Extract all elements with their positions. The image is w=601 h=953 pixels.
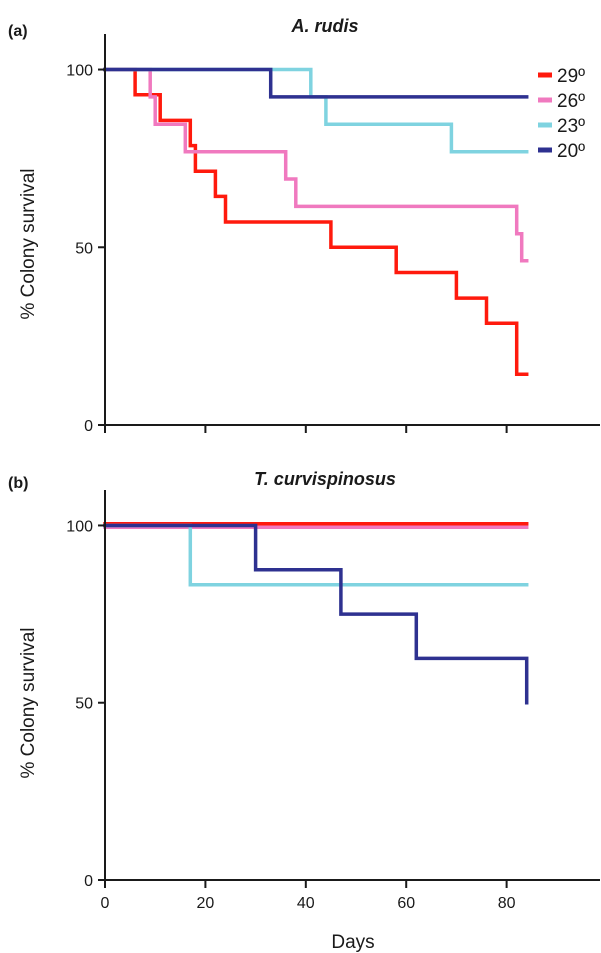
panel-b-y-tick-label: 100 — [66, 518, 93, 535]
panel-a-series-layer — [103, 67, 529, 376]
panel-a-y-tick-label: 0 — [84, 418, 93, 435]
panel-b-series-2-line — [103, 523, 529, 587]
panel-a-series-29-line — [103, 67, 529, 376]
panel-b-y-axis-title: % Colony survival — [18, 628, 39, 779]
panel-a-legend: 29º 26º 23º 20º — [538, 66, 585, 162]
panel-a-y-tick-label: 100 — [66, 63, 93, 80]
panel-b-label: (b) — [8, 475, 28, 492]
panel-b-x-tick-label: 40 — [297, 895, 315, 912]
panel-a-series-23-line — [103, 67, 529, 154]
legend-label-26: 26º — [557, 91, 585, 112]
panel-a-axes: 0 50 100 — [66, 34, 600, 435]
legend-label-29: 29º — [557, 66, 585, 87]
panel-a-label: (a) — [8, 23, 28, 40]
panel-a-series-20-line — [103, 67, 529, 99]
panel-b-x-tick-label: 0 — [101, 895, 110, 912]
panel-a: (a) A. rudis % Colony survival 0 50 100 29… — [8, 16, 600, 435]
legend-label-20: 20º — [557, 141, 585, 162]
panel-b-y-tick-label: 0 — [84, 873, 93, 890]
panel-a-title: A. rudis — [290, 16, 358, 36]
panel-b-x-tick-label: 80 — [498, 895, 516, 912]
panel-b-y-tick-label: 50 — [75, 696, 93, 713]
panel-b-title: T. curvispinosus — [254, 469, 396, 489]
panel-b-axes: 0 50 100 0 20 40 60 80 — [66, 490, 600, 912]
x-axis-title: Days — [331, 932, 374, 953]
panel-a-y-tick-label: 50 — [75, 240, 93, 257]
panel-b-x-tick-label: 60 — [397, 895, 415, 912]
panel-b: (b) T. curvispinosus % Colony survival 0… — [8, 469, 600, 912]
panel-b-series-layer — [103, 521, 529, 705]
panel-b-series-3-line — [103, 523, 529, 705]
legend-label-23: 23º — [557, 116, 585, 137]
panel-a-y-axis-title: % Colony survival — [18, 169, 39, 320]
panel-a-series-26-line — [103, 67, 529, 263]
panel-b-x-tick-label: 20 — [197, 895, 215, 912]
